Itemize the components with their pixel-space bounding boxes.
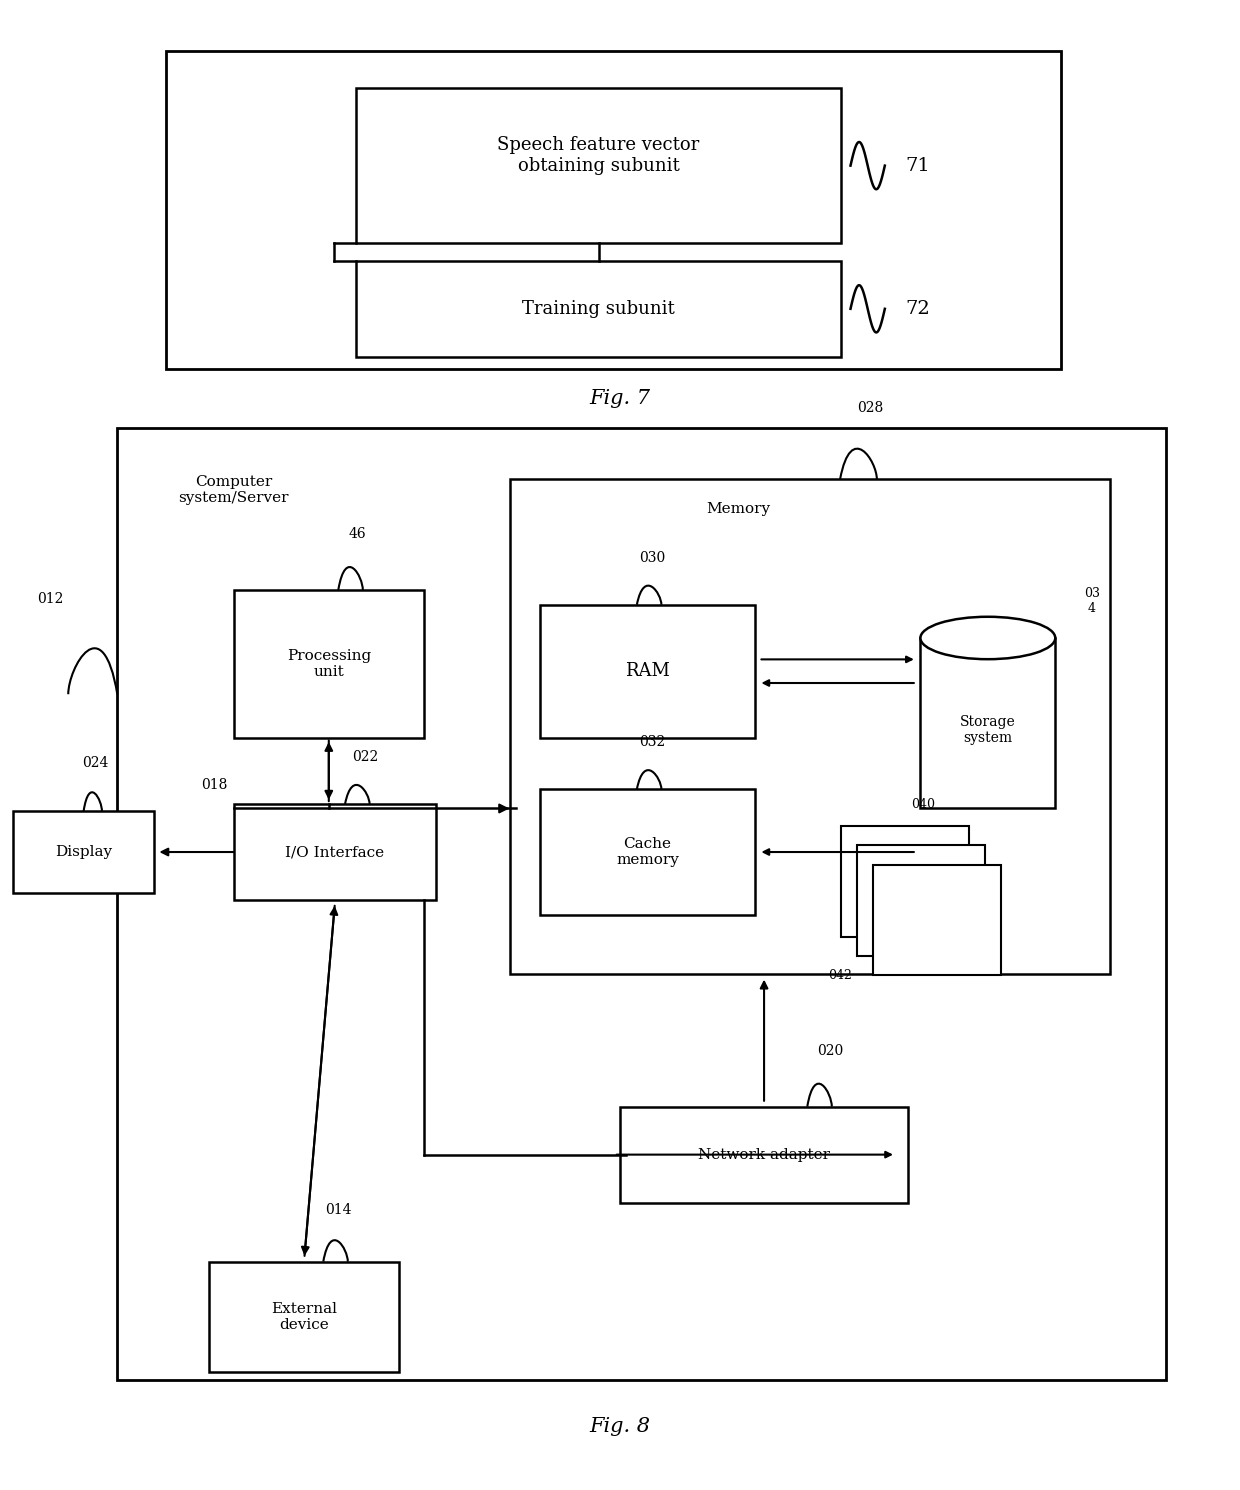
Text: Fig. 8: Fig. 8	[589, 1417, 651, 1436]
Text: RAM: RAM	[625, 662, 670, 681]
Bar	[857, 845, 986, 957]
Text: 024: 024	[82, 755, 108, 770]
Ellipse shape	[920, 617, 1055, 659]
Text: Speech feature vector
obtaining subunit: Speech feature vector obtaining subunit	[497, 136, 699, 174]
Bar	[920, 638, 1055, 808]
Bar	[234, 805, 436, 900]
Text: Storage
system: Storage system	[960, 715, 1016, 745]
Bar	[210, 1262, 399, 1372]
Text: 022: 022	[352, 749, 378, 764]
Bar	[166, 51, 1061, 368]
Ellipse shape	[920, 787, 1055, 828]
Text: 018: 018	[201, 778, 228, 791]
Text: 71: 71	[905, 156, 930, 174]
Text: 46: 46	[348, 527, 366, 541]
Text: Cache
memory: Cache memory	[616, 837, 680, 867]
Bar	[873, 864, 1002, 976]
Text: 72: 72	[905, 299, 930, 317]
Text: External
device: External device	[272, 1302, 337, 1332]
Text: 012: 012	[37, 592, 63, 606]
Bar	[620, 1107, 908, 1202]
Text: 042: 042	[828, 968, 852, 982]
Text: 028: 028	[857, 401, 883, 416]
Text: 020: 020	[817, 1043, 843, 1058]
Bar	[841, 825, 970, 937]
Bar	[541, 790, 755, 915]
Text: Memory: Memory	[706, 502, 770, 516]
Text: Processing
unit: Processing unit	[286, 648, 371, 679]
Bar	[356, 88, 841, 243]
Text: 040: 040	[911, 797, 935, 811]
Bar	[118, 428, 1166, 1380]
Bar	[234, 590, 424, 738]
Text: 030: 030	[639, 550, 665, 565]
Text: Fig. 7: Fig. 7	[589, 389, 651, 408]
Text: Computer
system/Server: Computer system/Server	[179, 474, 289, 505]
Bar	[510, 480, 1111, 974]
Bar	[356, 261, 841, 356]
Text: 032: 032	[639, 735, 665, 749]
Text: I/O Interface: I/O Interface	[285, 845, 384, 860]
Text: Network adapter: Network adapter	[698, 1147, 830, 1162]
Text: 03
4: 03 4	[1084, 587, 1100, 615]
Text: 014: 014	[325, 1202, 352, 1217]
Bar	[541, 605, 755, 738]
Text: Training subunit: Training subunit	[522, 299, 675, 317]
Text: Display: Display	[55, 845, 112, 860]
Bar	[14, 812, 154, 893]
